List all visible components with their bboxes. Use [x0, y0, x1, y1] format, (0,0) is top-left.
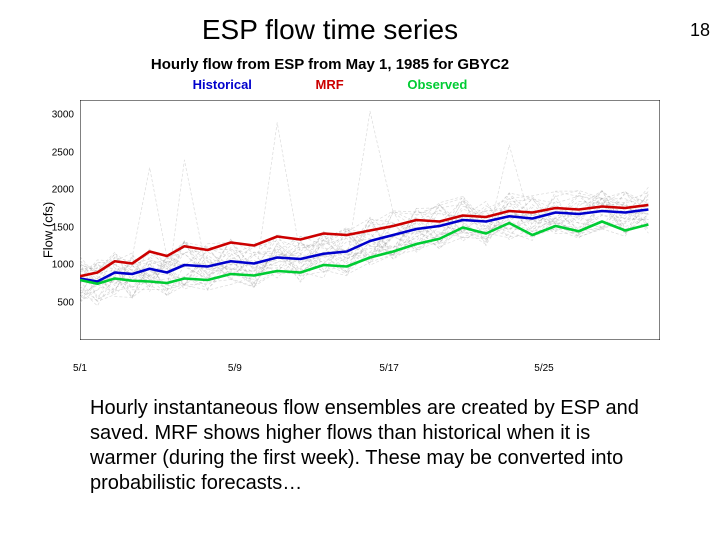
- page-number: 18: [690, 20, 710, 41]
- y-tick: 2500: [46, 147, 74, 158]
- chart-area: Flow (cfs) 50010001500200025003000 5/15/…: [40, 100, 680, 360]
- y-tick: 1500: [46, 222, 74, 233]
- x-tick: 5/1: [73, 363, 87, 374]
- y-tick: 1000: [46, 260, 74, 271]
- chart-legend: Historical MRF Observed: [0, 77, 720, 92]
- slide-title: ESP flow time series: [0, 14, 720, 46]
- legend-observed: Observed: [407, 77, 467, 92]
- chart-plot: [80, 100, 660, 340]
- x-tick: 5/9: [228, 363, 242, 374]
- legend-historical: Historical: [193, 77, 252, 92]
- caption-text: Hourly instantaneous flow ensembles are …: [90, 396, 650, 496]
- y-tick: 500: [46, 297, 74, 308]
- legend-mrf: MRF: [316, 77, 344, 92]
- chart-title: Hourly flow from ESP from May 1, 1985 fo…: [0, 56, 720, 73]
- y-tick: 2000: [46, 185, 74, 196]
- x-tick: 5/25: [534, 363, 553, 374]
- x-tick: 5/17: [379, 363, 398, 374]
- y-tick: 3000: [46, 110, 74, 121]
